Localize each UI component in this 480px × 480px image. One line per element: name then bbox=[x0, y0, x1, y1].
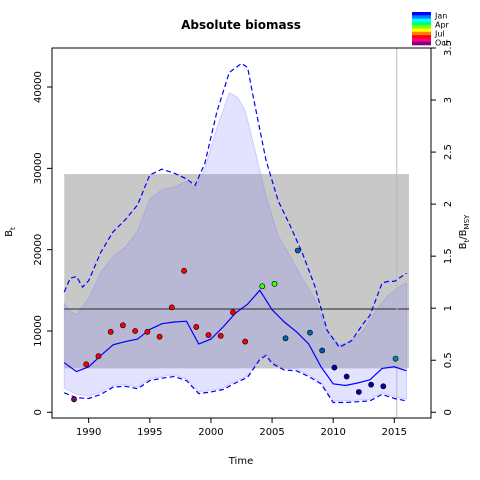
x-tick-label: 2005 bbox=[259, 427, 284, 438]
legend-label: Jul bbox=[434, 30, 445, 39]
legend-swatch bbox=[412, 35, 431, 39]
y2-tick-label: 2 bbox=[443, 201, 454, 207]
legend-swatch bbox=[412, 41, 431, 46]
x-tick-label: 2010 bbox=[320, 427, 345, 438]
legend-label: Apr bbox=[435, 21, 450, 30]
index-point bbox=[392, 355, 399, 362]
y-axis-label: Bt bbox=[4, 227, 17, 237]
index-point bbox=[71, 396, 77, 403]
legend-swatch bbox=[412, 38, 431, 42]
y2-tick-label: 0 bbox=[443, 409, 454, 415]
plot-layer bbox=[63, 48, 409, 418]
y-tick-label: 0 bbox=[33, 409, 44, 415]
lower-ci-line bbox=[63, 354, 407, 404]
index-point bbox=[368, 381, 374, 388]
legend-swatch bbox=[412, 28, 431, 33]
y-axis-left: 0 10000 20000 30000 40000 bbox=[33, 71, 52, 415]
x-axis-label: Time bbox=[228, 456, 253, 467]
legend-label: Jan bbox=[434, 12, 447, 21]
ci-fill-area bbox=[63, 92, 407, 402]
index-point bbox=[168, 304, 175, 311]
y2-axis-label: Bt/BMSY bbox=[458, 214, 471, 249]
legend-swatch bbox=[412, 21, 431, 26]
index-point bbox=[307, 329, 313, 336]
y-tick-label: 40000 bbox=[33, 71, 44, 103]
bmsy-band bbox=[64, 174, 409, 369]
legend-swatch bbox=[412, 15, 431, 19]
y-tick-label: 10000 bbox=[33, 315, 44, 347]
index-point bbox=[107, 328, 114, 335]
index-point bbox=[282, 335, 289, 342]
x-tick-label: 1990 bbox=[76, 427, 101, 438]
legend-swatch bbox=[412, 18, 431, 23]
x-tick-label: 2000 bbox=[198, 427, 223, 438]
plot-frame bbox=[51, 47, 432, 419]
index-point bbox=[343, 373, 350, 380]
y2-tick-label: 1.5 bbox=[443, 248, 454, 264]
index-point bbox=[230, 309, 236, 316]
index-point bbox=[205, 332, 212, 338]
y2-tick-label: 0.5 bbox=[443, 352, 454, 368]
y-tick-label: 20000 bbox=[33, 234, 44, 266]
x-tick-label: 2015 bbox=[382, 427, 407, 438]
index-point bbox=[83, 361, 90, 368]
index-point bbox=[355, 389, 362, 395]
y2-tick-label: 2.5 bbox=[443, 144, 454, 160]
legend-swatch bbox=[412, 31, 431, 36]
legend-swatch bbox=[412, 25, 431, 29]
index-point bbox=[380, 383, 387, 390]
index-point bbox=[132, 328, 139, 334]
index-point bbox=[319, 347, 326, 354]
index-point bbox=[156, 333, 163, 340]
y2-tick-label: 3.5 bbox=[443, 40, 454, 56]
legend-swatch bbox=[412, 12, 431, 16]
index-point bbox=[271, 280, 278, 287]
index-point bbox=[181, 267, 187, 274]
index-point bbox=[242, 338, 249, 345]
x-tick-label: 1995 bbox=[137, 427, 162, 438]
y2-tick-label: 3 bbox=[443, 97, 454, 103]
y2-tick-label: 1 bbox=[443, 305, 454, 311]
index-point bbox=[331, 364, 338, 371]
legend-label: Oct bbox=[435, 39, 449, 48]
y-axis-right: 0 0.5 1 1.5 2 2.5 3 3.5 bbox=[431, 40, 454, 415]
index-point bbox=[294, 247, 301, 254]
index-point bbox=[120, 322, 126, 329]
y-tick-label: 30000 bbox=[33, 152, 44, 184]
index-point bbox=[217, 332, 224, 339]
index-point bbox=[193, 324, 200, 330]
index-point bbox=[144, 328, 151, 335]
index-point bbox=[95, 353, 102, 360]
chart-title: Absolute biomass bbox=[181, 18, 301, 32]
x-axis: 1990 1995 2000 2005 2010 2015 bbox=[76, 418, 407, 438]
index-point bbox=[259, 283, 266, 290]
